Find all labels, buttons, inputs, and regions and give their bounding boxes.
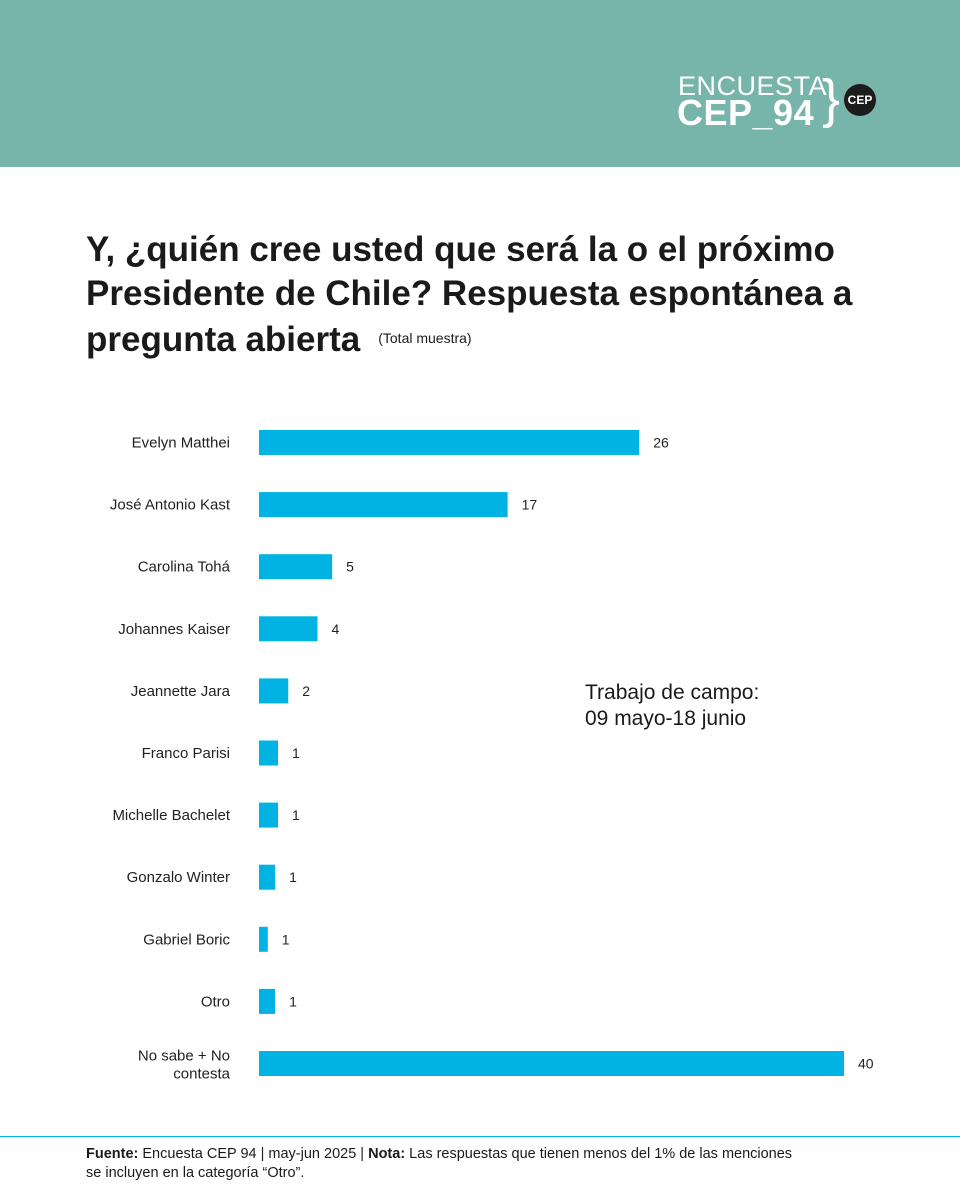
bar-7 — [259, 864, 276, 890]
value-label-2: 5 — [346, 559, 354, 575]
value-label-7: 1 — [289, 869, 297, 885]
category-label-8: Gabriel Boric — [143, 931, 230, 948]
value-label-4: 2 — [302, 683, 310, 699]
value-label-10: 40 — [858, 1056, 874, 1072]
value-label-8: 1 — [282, 931, 290, 947]
brand-badge: CEP — [844, 84, 876, 116]
bar-5 — [259, 740, 279, 766]
bar-8 — [259, 926, 268, 952]
footer-source-label: Fuente: — [86, 1146, 139, 1162]
brand-logo: ENCUESTA CEP_94 } CEP — [674, 72, 884, 132]
bar-1 — [259, 492, 508, 518]
bar-chart: Evelyn Matthei 26 José Antonio Kast 17 Carol… — [110, 430, 874, 1083]
category-label-7: Gonzalo Winter — [127, 869, 230, 886]
footer-note-label: Nota: — [368, 1146, 406, 1162]
category-label-10: No sabe + No contesta — [138, 1048, 231, 1083]
footer-note: Fuente: Encuesta CEP 94 | may-jun 2025 |… — [86, 1145, 806, 1183]
bar-0 — [259, 430, 640, 455]
value-label-5: 1 — [292, 745, 300, 761]
category-label-3: Johannes Kaiser — [118, 621, 230, 638]
brand-brace: } — [822, 69, 841, 129]
footer-divider — [0, 1136, 960, 1137]
category-label-4: Jeannette Jara — [131, 683, 231, 700]
category-label-0: Evelyn Matthei — [132, 435, 230, 452]
value-label-6: 1 — [292, 807, 300, 823]
bar-4 — [259, 678, 289, 704]
header-banner: ENCUESTA CEP_94 } CEP — [0, 0, 960, 167]
value-label-3: 4 — [332, 621, 340, 637]
category-label-2: Carolina Tohá — [138, 559, 231, 576]
chart-title-text: Y, ¿quién cree usted que será la o el pr… — [86, 230, 853, 359]
bar-2 — [259, 554, 333, 580]
bar-10 — [259, 1051, 844, 1076]
value-label-1: 17 — [522, 497, 538, 513]
value-label-9: 1 — [289, 993, 297, 1009]
chart-title: Y, ¿quién cree usted que será la o el pr… — [86, 228, 886, 362]
bar-6 — [259, 802, 279, 828]
category-label-6: Michelle Bachelet — [112, 807, 230, 824]
bar-9 — [259, 988, 276, 1014]
category-label-1: José Antonio Kast — [110, 497, 231, 514]
footer-source-text: Encuesta CEP 94 | may-jun 2025 | — [138, 1146, 369, 1162]
brand-line1: ENCUESTA — [678, 71, 828, 101]
chart-subtitle: (Total muestra) — [378, 330, 472, 346]
value-label-0: 26 — [653, 435, 669, 451]
footer-note-text: Las respuestas que tienen menos del 1% d… — [86, 1146, 793, 1181]
bar-3 — [259, 616, 318, 642]
category-label-5: Franco Parisi — [142, 745, 230, 762]
category-label-9: Otro — [201, 993, 230, 1010]
fieldwork-note: Trabajo de campo: 09 mayo-18 junio — [585, 681, 760, 730]
brand-line2: CEP_94 — [677, 92, 815, 133]
